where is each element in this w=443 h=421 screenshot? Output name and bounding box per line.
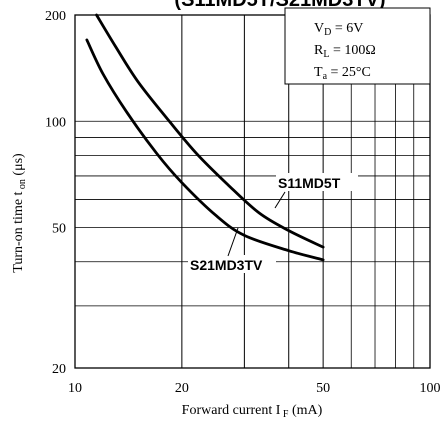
x-axis-label: Forward current I F (mA): [182, 403, 323, 420]
series-line-s21md3tv: [85, 38, 325, 262]
series-label-s11md5t: S11MD5T: [278, 175, 341, 191]
x-tick-label: 50: [316, 381, 330, 396]
series-label-s21md3tv: S21MD3TV: [190, 257, 263, 273]
leader-s21md3tv: [227, 227, 239, 257]
plot-frame: [74, 14, 431, 369]
x-tick-label: 10: [68, 381, 82, 396]
y-tick-label: 200: [45, 9, 66, 24]
y-tick-label: 20: [52, 362, 66, 377]
conditions-box: [284, 7, 431, 85]
chart-title: (S11MD5T/S21MD3TV): [174, 0, 385, 11]
condition-rl: RL = 100Ω: [314, 43, 376, 60]
condition-ta: Ta = 25°C: [314, 65, 371, 82]
x-tick-label: 100: [420, 381, 441, 396]
y-tick-label: 100: [45, 115, 66, 130]
y-tick-label: 50: [52, 222, 66, 237]
series-label-bg-s21: [188, 255, 276, 273]
series-label-bg-s11: [276, 173, 358, 191]
condition-vd: VD = 6V: [314, 21, 363, 38]
series-line-s11md5t: [95, 13, 325, 249]
series-lines: [85, 13, 325, 262]
y-axis-label: Turn-on time t on (μs): [11, 153, 28, 273]
leader-s11md5t: [274, 191, 286, 209]
x-tick-label: 20: [175, 381, 189, 396]
